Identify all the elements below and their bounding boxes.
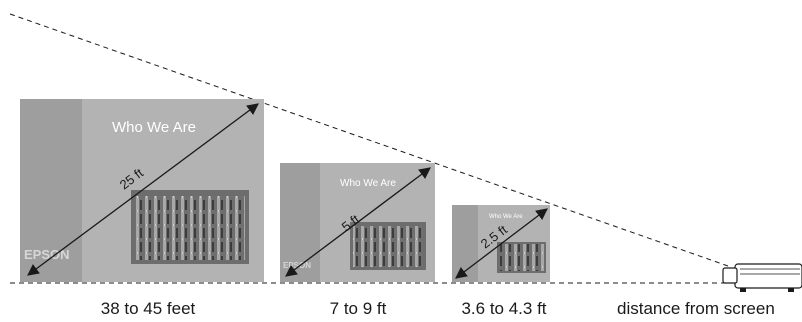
axis-label: distance from screen [617, 299, 775, 318]
distance-label: 3.6 to 4.3 ft [461, 299, 546, 318]
diagonal-arrow [27, 103, 259, 276]
epson-logo: EPSON [283, 261, 311, 270]
slide-title: Who We Are [340, 178, 396, 189]
diagonal-arrow [455, 208, 548, 279]
distance-label: 38 to 45 feet [101, 299, 196, 318]
projector-icon [722, 263, 802, 292]
distance-label: 7 to 9 ft [330, 299, 387, 318]
projection-ray [9, 13, 729, 267]
slide-title: Who We Are [489, 214, 523, 220]
slide-title: Who We Are [112, 119, 196, 136]
diagonal-arrow [285, 167, 431, 277]
